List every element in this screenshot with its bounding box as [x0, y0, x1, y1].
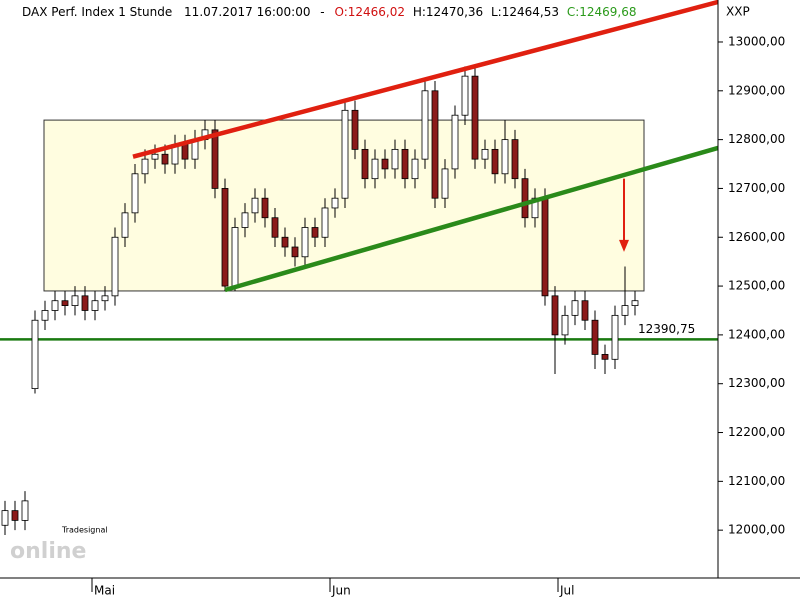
watermark: online	[10, 539, 86, 564]
candle-body	[31, 319, 39, 389]
y-tick-label: 12900,00	[728, 83, 785, 97]
candle-body	[251, 197, 259, 214]
candle-body	[91, 300, 99, 311]
candle-body	[151, 153, 159, 160]
candle-body	[261, 197, 269, 219]
candle-body	[401, 148, 409, 180]
candle-body	[291, 246, 299, 258]
watermark-small: Tradesignal	[61, 526, 108, 535]
candle-body	[531, 197, 539, 219]
candle-body	[141, 158, 149, 175]
candle-body	[501, 139, 509, 175]
title: DAX Perf. Index 1 Stunde	[22, 5, 172, 19]
trend-line	[224, 145, 719, 293]
open-label: O:12466,02	[334, 5, 405, 19]
candle-body	[281, 236, 289, 248]
y-tick-label: 12500,00	[728, 279, 785, 293]
timestamp: 11.07.2017 16:00:00	[184, 5, 310, 19]
candle-body	[351, 109, 359, 150]
candle-body	[441, 168, 449, 199]
candle-body	[371, 158, 379, 180]
candle-body	[71, 295, 79, 306]
candle-body	[391, 148, 399, 170]
y-tick-label: 12600,00	[728, 230, 785, 244]
candle-body	[61, 300, 69, 306]
low-label: L:12464,53	[491, 5, 559, 19]
candle-body	[491, 148, 499, 175]
candle-body	[131, 173, 139, 214]
candle-body	[231, 227, 239, 287]
y-tick-label: 12700,00	[728, 181, 785, 195]
candle-body	[81, 295, 89, 311]
y-tick-label: 12200,00	[728, 425, 785, 439]
x-tick-label: Mai	[94, 584, 115, 598]
close-label: C:12469,68	[567, 5, 637, 19]
x-tick-label: Jul	[559, 584, 574, 598]
candle-body	[591, 319, 599, 355]
high-label: H:12470,36	[413, 5, 483, 19]
candle-body	[361, 148, 369, 180]
candle-body	[421, 90, 429, 160]
candle-body	[451, 114, 459, 170]
candle-body	[621, 305, 629, 316]
candle-body	[271, 217, 279, 238]
candle-body	[101, 295, 109, 302]
candle-body	[481, 148, 489, 160]
y-tick-label: 12300,00	[728, 376, 785, 390]
candle-body	[431, 90, 439, 199]
trend-line	[132, 0, 719, 159]
candle-body	[41, 310, 49, 321]
candle-body	[341, 109, 349, 199]
header: DAX Perf. Index 1 Stunde 11.07.2017 16:0…	[22, 5, 637, 19]
candle-body	[121, 212, 129, 238]
candle-body	[471, 75, 479, 160]
y-tick-label: 13000,00	[728, 34, 785, 48]
candle-body	[1, 510, 9, 526]
candle-body	[11, 510, 19, 521]
y-tick-label: 12400,00	[728, 327, 785, 341]
candle-body	[381, 158, 389, 170]
support-label: 12390,75	[638, 322, 695, 336]
candle-body	[331, 197, 339, 209]
candle-body	[111, 236, 119, 297]
candle-body	[211, 129, 219, 189]
candle-body	[161, 153, 169, 165]
candle-body	[311, 227, 319, 238]
y-tick-label: 12000,00	[728, 523, 785, 537]
candle-body	[51, 300, 59, 311]
candle-body	[561, 314, 569, 336]
corner-label: XXP	[726, 5, 750, 19]
candle-body	[551, 295, 559, 336]
candle-body	[541, 197, 549, 297]
y-tick-label: 12800,00	[728, 132, 785, 146]
candle-body	[221, 188, 229, 287]
separator: -	[320, 5, 324, 19]
candle-body	[461, 75, 469, 116]
candle-body	[511, 139, 519, 180]
candle-body	[611, 314, 619, 360]
candle-body	[321, 207, 329, 238]
candle-body	[411, 158, 419, 180]
candle-body	[521, 178, 529, 219]
candle-body	[601, 354, 609, 360]
y-tick-label: 12100,00	[728, 474, 785, 488]
candle-body	[241, 212, 249, 228]
arrow-head	[619, 239, 629, 252]
candle-body	[571, 300, 579, 316]
candle-body	[581, 300, 589, 321]
candle-body	[21, 500, 29, 521]
candle-body	[181, 144, 189, 160]
x-tick-label: Jun	[331, 584, 351, 598]
candle-body	[301, 227, 309, 258]
candle-body	[631, 300, 639, 306]
